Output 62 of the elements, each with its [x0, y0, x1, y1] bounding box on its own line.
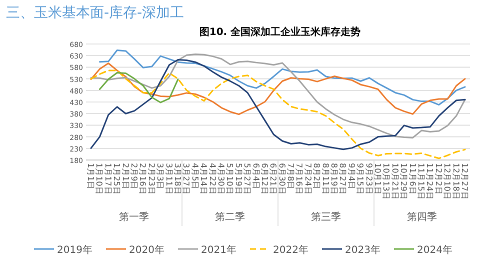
text: 第三季 [311, 211, 341, 223]
x-tick-label: 12月18日 [451, 163, 460, 200]
x-tick-label: 9月15日 [356, 163, 365, 194]
text: 第二季 [215, 211, 245, 223]
x-tick-label: 11月6日 [408, 163, 417, 194]
x-tick-label: 12月10日 [442, 163, 452, 200]
x-tick-label: 2月16日 [138, 163, 148, 194]
x-tick-label: 8月19日 [330, 163, 339, 194]
x-tick-label: 4月30日 [216, 163, 226, 194]
line-series [98, 50, 466, 106]
x-tick-label: 10月21日 [390, 163, 400, 200]
x-tick-label: 12月2日 [434, 163, 443, 194]
x-tick-label: 1月10日 [94, 163, 104, 194]
x-tick-label: 7月16日 [294, 163, 304, 194]
line-series [90, 59, 466, 150]
x-tick-label: 9月23日 [364, 163, 374, 194]
x-tick-label: 3月11日 [164, 163, 174, 194]
legend-label: 2019年 [57, 244, 92, 256]
x-tick-label: 4月22日 [208, 163, 217, 194]
x-tick-label: 1月25日 [112, 163, 122, 194]
x-tick-label: 5月27日 [242, 163, 252, 194]
x-tick-label: 2月23日 [146, 163, 156, 194]
x-tick-label: 12月27日 [460, 163, 469, 200]
x-tick-label: 10月13日 [382, 163, 391, 200]
x-tick-label: 2月9日 [129, 163, 138, 190]
x-tick-label: 1月1日 [86, 163, 95, 190]
legend-label: 2023年 [345, 244, 380, 256]
x-tick-label: 3月27日 [182, 163, 191, 194]
x-tick-label: 3月3日 [156, 163, 165, 190]
x-tick-label: 3月18日 [172, 163, 182, 194]
chart-title: 三、玉米基本面-库存-深加工 [6, 5, 184, 21]
x-tick-label: 6月12日 [260, 163, 269, 194]
x-tick-label: 9月4日 [346, 163, 356, 190]
x-tick-label: 4月5日 [190, 163, 200, 190]
x-tick-label: 2月1日 [120, 163, 130, 190]
x-tick-label: 5月10日 [225, 163, 234, 194]
x-tick-label: 6月21日 [268, 163, 278, 194]
legend-label: 2022年 [273, 244, 308, 256]
text: 第一季 [119, 211, 149, 223]
line-series [90, 53, 466, 138]
legend-label: 2020年 [129, 244, 164, 256]
x-tick-label: 11月15日 [416, 163, 426, 200]
x-tick-label: 5月19日 [234, 163, 243, 194]
text: 第四季 [407, 211, 437, 223]
x-tick-label: 8月11日 [320, 163, 330, 194]
x-tick-label: 4月14日 [199, 163, 208, 194]
x-tick-label: 7月24日 [303, 163, 312, 194]
legend-label: 2021年 [201, 244, 236, 256]
line-series [98, 72, 179, 104]
chart-subtitle: 图10. 全国深加工企业玉米库存走势 [199, 26, 361, 38]
x-tick-label: 10月1日 [373, 163, 382, 194]
x-tick-label: 8月27日 [338, 163, 348, 194]
x-tick-label: 1月17日 [103, 163, 112, 194]
x-tick-label: 10月29日 [399, 163, 408, 200]
legend-label: 2024年 [417, 244, 452, 256]
x-tick-label: 6月4日 [251, 163, 260, 190]
line-series [90, 62, 466, 116]
x-tick-label: 6月30日 [277, 163, 286, 194]
x-tick-label: 7月8日 [286, 163, 296, 190]
line-series [90, 70, 466, 160]
x-tick-label: 11月24日 [425, 163, 434, 200]
x-tick-label: 8月2日 [312, 163, 322, 190]
